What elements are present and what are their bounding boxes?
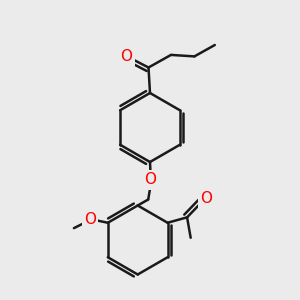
Text: O: O <box>84 212 96 227</box>
Text: O: O <box>200 191 212 206</box>
Text: O: O <box>120 49 132 64</box>
Text: O: O <box>145 172 157 188</box>
